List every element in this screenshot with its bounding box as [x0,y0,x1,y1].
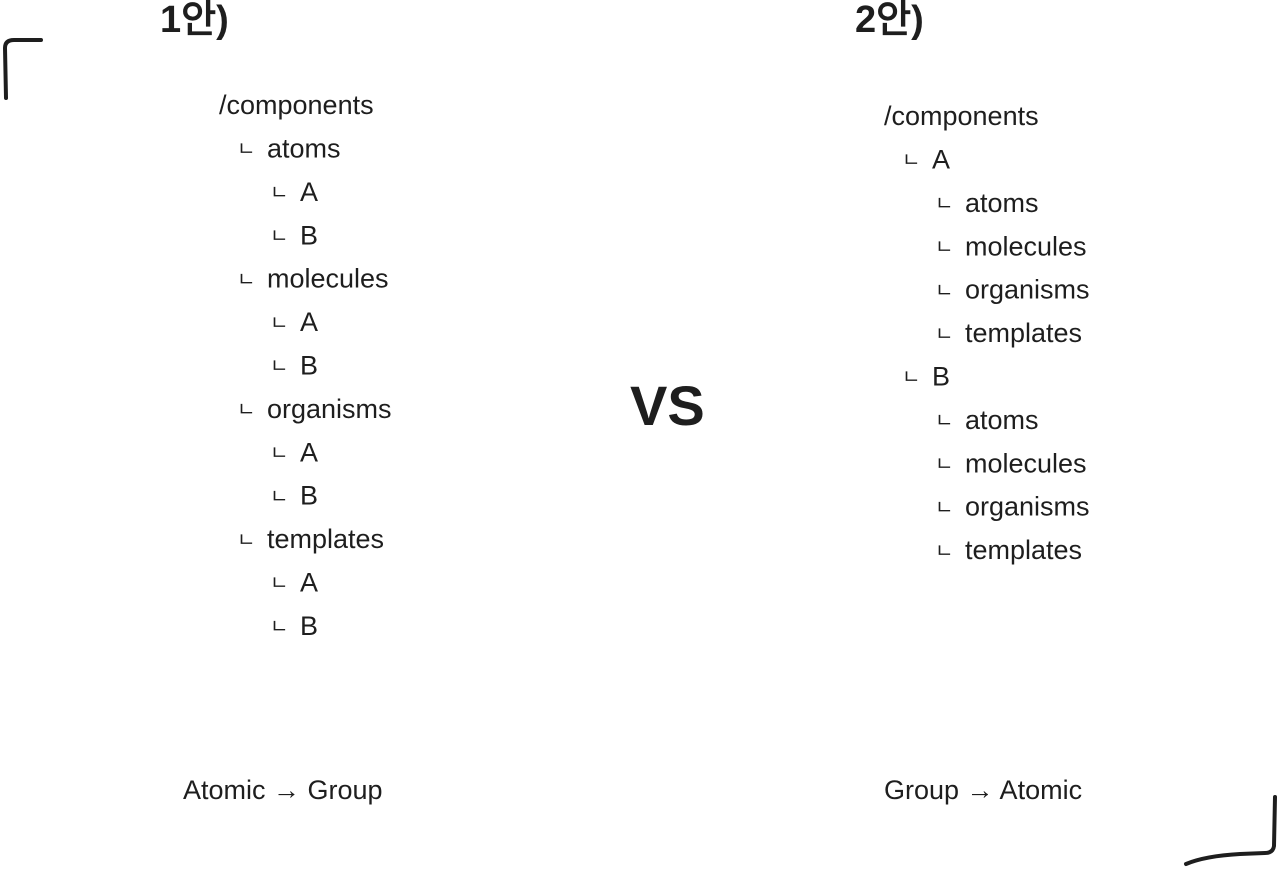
tree-item: B [300,481,318,511]
panel-title: 1안) [160,0,229,41]
panel-title: 2안) [855,0,924,41]
branch-marker: ㄴ [902,150,920,172]
branch-marker: ㄴ [237,269,255,291]
branch-marker: ㄴ [270,225,288,247]
tree-item: molecules [965,231,1087,261]
tree-item: A [300,437,318,467]
tree-item: atoms [965,405,1039,435]
panel-caption: Atomic → Group [183,775,383,805]
corner-bracket [2,38,43,100]
branch-marker: ㄴ [935,323,953,345]
panel-caption: Group → Atomic [884,775,1082,805]
branch-marker: ㄴ [270,356,288,378]
tree-item: B [300,351,318,381]
branch-marker: ㄴ [935,193,953,215]
branch-marker: ㄴ [270,442,288,464]
branch-marker: ㄴ [270,312,288,334]
tree-item: A [300,568,318,598]
tree-item: templates [965,318,1082,348]
tree-item: molecules [965,448,1087,478]
tree-item: organisms [267,394,392,424]
branch-marker: ㄴ [935,410,953,432]
branch-marker: ㄴ [935,236,953,258]
branch-marker: ㄴ [270,616,288,638]
branch-marker: ㄴ [902,367,920,389]
vs-label: VS [630,374,705,437]
branch-marker: ㄴ [270,486,288,508]
tree-item: atoms [267,134,341,164]
branch-marker: ㄴ [935,453,953,475]
tree-item: A [932,145,950,175]
tree-item: A [300,177,318,207]
corner-bracket [1184,795,1277,866]
tree-item: atoms [965,188,1039,218]
tree-item: B [300,220,318,250]
branch-marker: ㄴ [270,573,288,595]
tree-item: organisms [965,275,1090,305]
tree-item: B [300,611,318,641]
branch-marker: ㄴ [935,540,953,562]
tree-item: B [932,362,950,392]
tree-item: molecules [267,264,389,294]
branch-marker: ㄴ [237,399,255,421]
branch-marker: ㄴ [237,139,255,161]
branch-marker: ㄴ [237,529,255,551]
tree-root: /components [884,101,1039,131]
branch-marker: ㄴ [935,497,953,519]
branch-marker: ㄴ [270,182,288,204]
branch-marker: ㄴ [935,280,953,302]
tree-item: A [300,307,318,337]
tree-item: organisms [965,492,1090,522]
tree-item: templates [965,535,1082,565]
tree-item: templates [267,524,384,554]
tree-root: /components [219,90,374,120]
